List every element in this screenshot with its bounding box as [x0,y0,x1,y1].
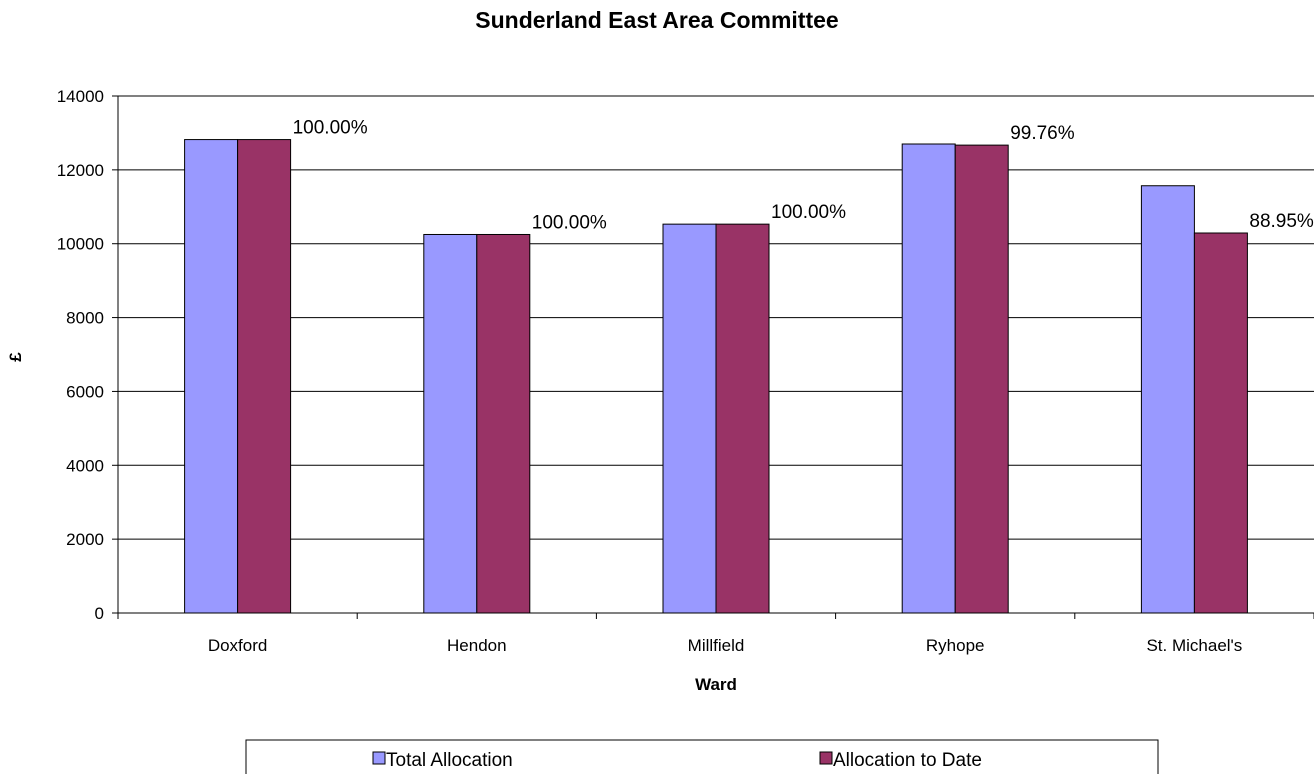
y-tick-label: 12000 [57,161,104,180]
y-tick-label: 6000 [66,382,104,401]
bar-allocation-to-date [954,144,1009,614]
axes [112,95,1314,619]
bar-total-allocation [662,223,717,614]
data-label: 100.00% [771,202,846,223]
bar-allocation-to-date [1193,232,1248,614]
y-tick-labels: 0 2000 4000 6000 8000 10000 12000 14000 [57,87,104,623]
legend-frame [245,739,1159,774]
y-tick-label: 10000 [57,235,104,254]
legend-swatch [372,751,386,765]
bar-total-allocation [423,233,478,614]
y-tick-label: 4000 [66,456,104,475]
x-axis-title: Ward [695,675,737,694]
data-label: 99.76% [1010,123,1075,144]
x-tick-label: St. Michael's [1146,636,1242,655]
legend-swatch [819,751,833,765]
data-label: 100.00% [532,212,607,233]
legend: Total Allocation Allocation to Date [245,739,1159,774]
bar-allocation-to-date [715,223,770,614]
chart-title: Sunderland East Area Committee [475,7,838,33]
data-label: 100.00% [293,118,368,139]
bars [184,139,1248,614]
bar-total-allocation [1140,185,1195,614]
bar-total-allocation [901,143,956,614]
legend-label: Allocation to Date [833,750,982,771]
bar-allocation-to-date [237,139,292,614]
x-tick-label: Hendon [447,636,507,655]
y-tick-label: 14000 [57,87,104,106]
x-tick-label: Ryhope [926,636,985,655]
x-tick-label: Millfield [688,636,745,655]
y-tick-label: 8000 [66,309,104,328]
y-axis-title: £ [6,352,25,362]
data-labels: 100.00% 100.00% 100.00% 99.76% 88.95% [293,118,1314,234]
y-tick-label: 2000 [66,530,104,549]
y-tick-label: 0 [95,604,104,623]
x-tick-labels: Doxford Hendon Millfield Ryhope St. Michael'… [208,636,1242,655]
bar-total-allocation [184,139,239,614]
bar-allocation-to-date [476,233,531,614]
legend-label: Total Allocation [386,750,513,771]
x-tick-label: Doxford [208,636,268,655]
data-label: 88.95% [1249,211,1314,232]
